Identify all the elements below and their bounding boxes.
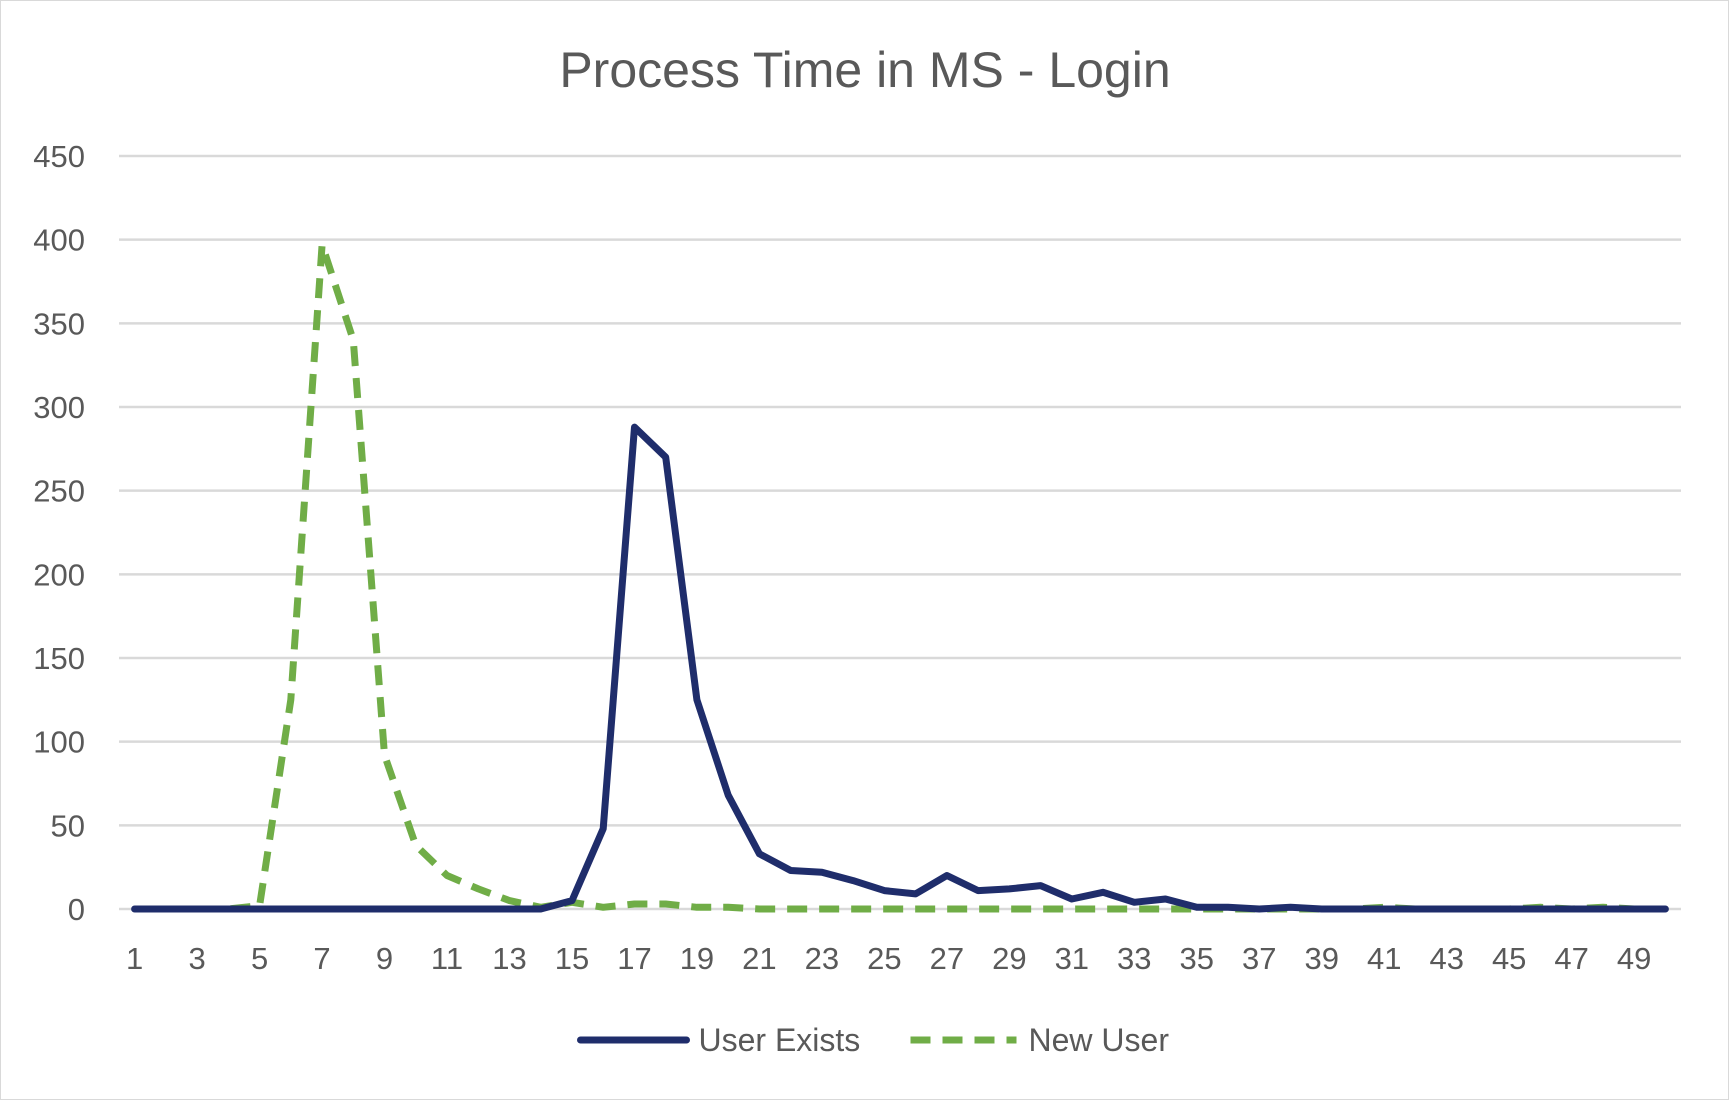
series-line-user-exists	[131, 423, 1669, 913]
x-tick-label: 45	[1492, 941, 1526, 976]
y-tick-label: 300	[33, 390, 85, 425]
legend-label: New User	[1029, 1022, 1170, 1058]
x-tick-label: 3	[188, 941, 205, 976]
x-tick-label: 25	[867, 941, 901, 976]
x-tick-label: 13	[492, 941, 526, 976]
x-tick-label: 29	[992, 941, 1026, 976]
x-tick-label: 31	[1055, 941, 1089, 976]
y-tick-label: 250	[33, 474, 85, 509]
y-tick-label: 100	[33, 725, 85, 760]
x-tick-label: 19	[680, 941, 714, 976]
x-tick-label: 21	[742, 941, 776, 976]
y-tick-label: 200	[33, 557, 85, 592]
x-tick-label: 27	[930, 941, 964, 976]
x-tick-label: 23	[805, 941, 839, 976]
series-lines	[131, 241, 1669, 913]
series-line-new-user	[134, 241, 1666, 913]
y-tick-label: 50	[51, 808, 85, 843]
chart-title: Process Time in MS - Login	[559, 42, 1170, 98]
x-tick-label: 17	[617, 941, 651, 976]
x-tick-label: 35	[1180, 941, 1214, 976]
gridlines	[119, 154, 1681, 911]
x-tick-label: 33	[1117, 941, 1151, 976]
y-tick-label: 0	[68, 892, 85, 927]
x-tick-label: 43	[1429, 941, 1463, 976]
y-tick-label: 350	[33, 306, 85, 341]
x-tick-label: 15	[555, 941, 589, 976]
x-tick-label: 11	[431, 941, 463, 976]
x-tick-label: 9	[376, 941, 393, 976]
x-tick-label: 5	[251, 941, 268, 976]
x-axis-tick-labels: 1 3 5 7 9 11 13 15 17 19 21 23 25 27 29 31 33 35 37 39 41 43 4…	[126, 941, 1651, 976]
x-tick-label: 7	[313, 941, 330, 976]
legend: User Exists New User	[577, 1022, 1170, 1058]
x-tick-label: 41	[1367, 941, 1401, 976]
x-tick-label: 47	[1554, 941, 1588, 976]
x-tick-label: 37	[1242, 941, 1276, 976]
legend-label: User Exists	[699, 1022, 861, 1058]
x-tick-label: 49	[1617, 941, 1651, 976]
y-tick-label: 150	[33, 641, 85, 676]
y-tick-label: 400	[33, 223, 85, 258]
x-tick-label: 39	[1304, 941, 1338, 976]
y-tick-label: 450	[33, 139, 85, 174]
x-tick-label: 1	[126, 941, 143, 976]
y-axis-tick-labels: 0 50 100 150 200 250 300 350 400 450	[33, 139, 85, 927]
